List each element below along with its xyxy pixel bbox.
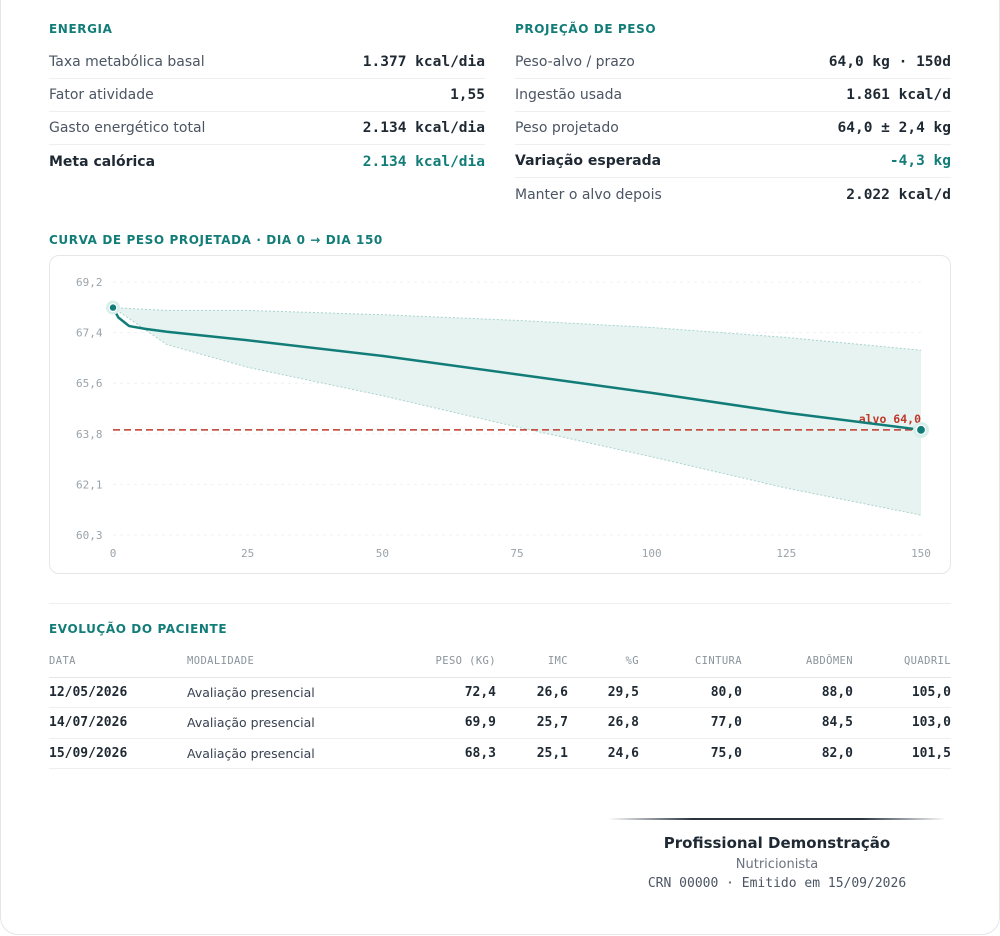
- cell-data: 12/05/2026: [49, 677, 187, 708]
- cell-imc: 26,6: [496, 677, 568, 708]
- col-imc: IMC: [496, 646, 568, 678]
- kv-label: Meta calórica: [49, 153, 156, 170]
- table-row: 15/09/2026 Avaliação presencial 68,3 25,…: [49, 738, 951, 769]
- end-point: [915, 424, 927, 435]
- col-gordura: %G: [568, 646, 639, 678]
- cell-imc: 25,7: [496, 707, 568, 739]
- col-quadril: QUADRIL: [853, 646, 951, 678]
- cell-cintura: 77,0: [639, 707, 742, 739]
- signature-line: [608, 818, 946, 820]
- table-row: 12/05/2026 Avaliação presencial 72,4 26,…: [49, 677, 951, 708]
- y-tick-label: 60,3: [76, 529, 103, 542]
- y-tick-label: 69,2: [76, 276, 103, 289]
- cell-imc: 25,1: [496, 738, 568, 769]
- kv-value: 64,0 kg · 150d: [828, 54, 951, 70]
- target-label: alvo 64,0: [859, 412, 921, 426]
- kv-row-ingestao: Ingestão usada 1.861 kcal/d: [515, 79, 951, 112]
- cell-abdomen: 82,0: [742, 738, 853, 769]
- x-tick-label: 25: [241, 547, 254, 560]
- col-data: DATA: [49, 646, 187, 678]
- kv-label: Peso projetado: [515, 120, 619, 136]
- section-divider: [49, 603, 951, 604]
- signature-meta: CRN 00000 · Emitido em 15/09/2026: [647, 876, 907, 891]
- energia-list: Taxa metabólica basal 1.377 kcal/dia Fat…: [49, 46, 485, 178]
- kv-row-projetado: Peso projetado 64,0 ± 2,4 kg: [515, 112, 951, 145]
- kv-label: Variação esperada: [515, 153, 662, 169]
- evolucao-title: EVOLUÇÃO DO PACIENTE: [49, 622, 228, 636]
- evolucao-table: DATA MODALIDADE PESO (KG) IMC %G CINTURA…: [49, 646, 951, 769]
- kv-label: Gasto energético total: [49, 120, 206, 136]
- projection-line: [111, 306, 922, 432]
- start-point: [108, 303, 118, 312]
- cell-peso: 72,4: [359, 677, 496, 708]
- kv-row-manter: Manter o alvo depois 2.022 kcal/d: [515, 178, 951, 211]
- kv-row-tmb: Taxa metabólica basal 1.377 kcal/dia: [49, 46, 485, 79]
- col-cintura: CINTURA: [639, 646, 742, 678]
- col-modalidade: MODALIDADE: [187, 646, 359, 678]
- kv-label: Fator atividade: [49, 87, 154, 103]
- col-abdomen: ABDÔMEN: [742, 646, 853, 678]
- cell-quadril: 101,5: [853, 738, 951, 769]
- cell-quadril: 105,0: [853, 677, 951, 708]
- x-tick-label: 125: [776, 547, 796, 560]
- cell-gordura: 26,8: [568, 707, 639, 739]
- cell-peso: 69,9: [359, 707, 496, 739]
- kv-row-alvo: Peso-alvo / prazo 64,0 kg · 150d: [515, 46, 951, 79]
- cell-abdomen: 84,5: [742, 707, 853, 739]
- y-tick-label: 63,8: [76, 428, 103, 441]
- band-lower-edge: [112, 307, 922, 516]
- table-row: 14/07/2026 Avaliação presencial 69,9 25,…: [49, 707, 951, 739]
- kv-value: 1.377 kcal/dia: [362, 54, 485, 70]
- cell-gordura: 29,5: [568, 677, 639, 708]
- cell-modalidade: Avaliação presencial: [187, 707, 359, 739]
- kv-label: Peso-alvo / prazo: [515, 54, 635, 70]
- cell-peso: 68,3: [359, 738, 496, 769]
- kv-row-get: Gasto energético total 2.134 kcal/dia: [49, 112, 485, 145]
- kv-label: Manter o alvo depois: [515, 186, 662, 203]
- kv-value: 64,0 ± 2,4 kg: [837, 120, 952, 136]
- kv-row-fator: Fator atividade 1,55: [49, 79, 485, 112]
- col-peso: PESO (KG): [359, 646, 496, 678]
- band-upper-edge: [112, 307, 922, 351]
- kv-value: 1.861 kcal/d: [846, 87, 951, 103]
- kv-row-variacao: Variação esperada -4,3 kg: [515, 145, 951, 178]
- kv-label: Ingestão usada: [515, 87, 623, 103]
- y-tick-label: 67,4: [76, 327, 103, 340]
- kv-row-meta: Meta calórica 2.134 kcal/dia: [49, 145, 485, 178]
- kv-value: 2.134 kcal/dia: [362, 120, 485, 136]
- confidence-band: [113, 307, 921, 516]
- y-tick-label: 65,6: [76, 377, 103, 390]
- kv-label: Taxa metabólica basal: [49, 54, 205, 70]
- cell-gordura: 24,6: [568, 738, 639, 769]
- table-header-row: DATA MODALIDADE PESO (KG) IMC %G CINTURA…: [49, 646, 951, 678]
- kv-value: 2.134 kcal/dia: [362, 153, 485, 170]
- y-tick-label: 62,1: [76, 478, 103, 491]
- weight-chart: 69,2 67,4 65,6 63,8 62,1 60,3 0 25 50 75 100 125 150…: [76, 276, 931, 560]
- x-tick-label: 0: [110, 547, 117, 560]
- cell-cintura: 80,0: [639, 677, 742, 708]
- kv-value: 1,55: [450, 87, 485, 103]
- curva-title: CURVA DE PESO PROJETADA · DIA 0 → DIA 15…: [49, 233, 383, 247]
- signature-name: Profissional Demonstração: [663, 834, 891, 852]
- x-tick-label: 150: [911, 547, 931, 560]
- x-tick-label: 75: [510, 547, 523, 560]
- cell-modalidade: Avaliação presencial: [187, 738, 359, 769]
- cell-data: 15/09/2026: [49, 738, 187, 769]
- cell-data: 14/07/2026: [49, 707, 187, 739]
- cell-abdomen: 88,0: [742, 677, 853, 708]
- cell-cintura: 75,0: [639, 738, 742, 769]
- projecao-list: Peso-alvo / prazo 64,0 kg · 150d Ingestã…: [515, 46, 951, 211]
- projecao-title: PROJEÇÃO DE PESO: [515, 22, 657, 36]
- x-tick-label: 100: [642, 547, 662, 560]
- kv-value: -4,3 kg: [889, 153, 951, 169]
- energia-title: ENERGIA: [49, 22, 113, 36]
- kv-value: 2.022 kcal/d: [846, 186, 951, 203]
- x-tick-label: 50: [376, 547, 389, 560]
- weight-chart-panel: 69,2 67,4 65,6 63,8 62,1 60,3 0 25 50 75 100 125 150…: [49, 255, 951, 574]
- cell-quadril: 103,0: [853, 707, 951, 739]
- cell-modalidade: Avaliação presencial: [187, 677, 359, 708]
- signature-role: Nutricionista: [735, 857, 819, 872]
